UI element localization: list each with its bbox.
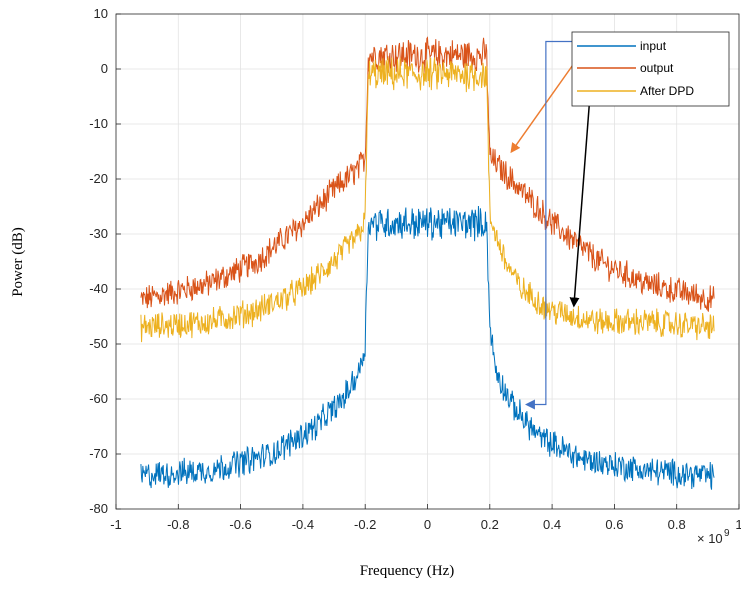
input-bracket-arrow [524,40,578,410]
series-line-input [140,206,715,490]
x-tick-label: 0.6 [605,517,623,532]
series-line-after-dpd [140,57,715,343]
y-tick-label: -70 [89,446,108,461]
x-tick-label: 0.2 [481,517,499,532]
y-axis-title: Power (dB) [10,227,26,297]
y-tick-label: 10 [94,6,108,21]
x-tick-label: 1 [735,517,741,532]
x-exponent-base: × 10 [697,531,723,546]
series-layer [140,36,715,490]
legend-label-input: input [640,39,667,53]
legend: input output After DPD [571,31,730,107]
x-tick-label: 0 [424,517,431,532]
output-arrow [510,63,575,154]
legend-box [571,31,730,107]
series-line-output [140,36,715,312]
y-tick-label: -60 [89,391,108,406]
y-tick-label: 0 [101,61,108,76]
legend-label-output: output [640,61,674,75]
x-exponent-label: × 10 9 [697,528,730,546]
ticks: -1 -0.8 -0.6 -0.4 -0.2 0 0.2 0.4 0.6 0.8 1 10 0 -10 -2… [89,6,741,532]
after-dpd-arrow [569,101,591,308]
y-tick-label: -30 [89,226,108,241]
x-exponent-power: 9 [724,528,730,539]
y-tick-label: -50 [89,336,108,351]
y-tick-label: -10 [89,116,108,131]
x-axis-title: Frequency (Hz) [360,563,455,579]
x-tick-label: -0.8 [167,517,189,532]
y-tick-label: -20 [89,171,108,186]
x-tick-label: -1 [110,517,122,532]
annotations [510,40,591,410]
y-tick-label: -80 [89,501,108,516]
x-tick-label: 0.4 [543,517,561,532]
legend-label-after-dpd: After DPD [640,84,694,98]
y-tick-label: -40 [89,281,108,296]
x-tick-label: -0.6 [229,517,251,532]
x-tick-label: -0.4 [292,517,314,532]
x-tick-label: 0.8 [668,517,686,532]
x-tick-label: -0.2 [354,517,376,532]
